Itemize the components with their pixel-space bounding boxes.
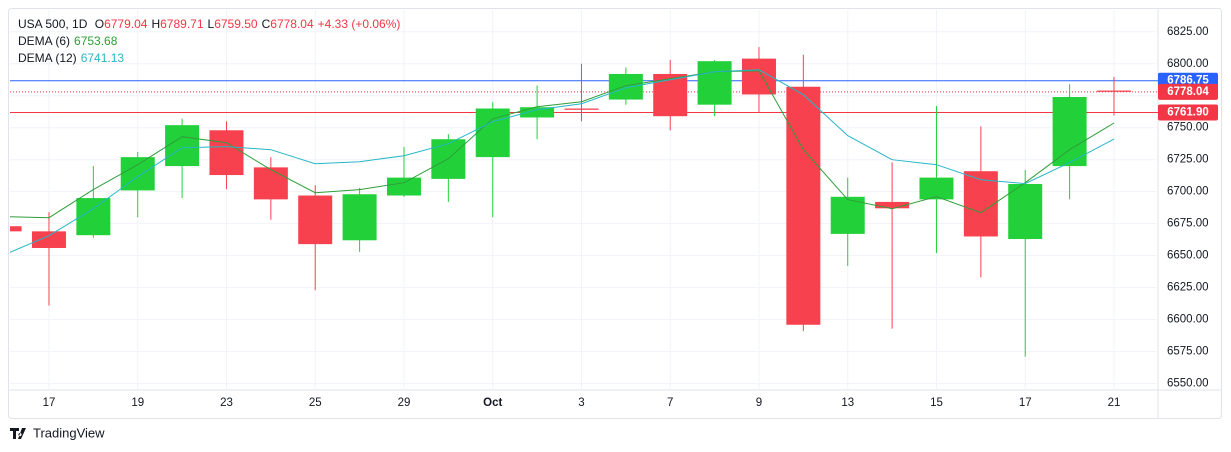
candle-body (697, 61, 732, 105)
candle-body (209, 130, 244, 176)
x-tick-label: 13 (841, 397, 854, 409)
candle-body (298, 195, 333, 245)
x-tick-label: 19 (131, 397, 144, 409)
ohlc-item: L6759.50 (208, 17, 258, 31)
x-tick-label: 25 (309, 397, 322, 409)
frame (8, 8, 1222, 419)
axes: 6550.00 6575.00 6600.00 6625.00 6650.00 6675.… (43, 26, 1218, 409)
ohlc-value: 6789.71 (160, 17, 204, 31)
candle-body (786, 86, 821, 325)
candle-body (1096, 90, 1131, 92)
y-tick-label: 6800.00 (1167, 58, 1209, 70)
ohlc-label: C (261, 17, 271, 31)
indicator-legend: DEMA (6) 6753.68 (18, 34, 121, 48)
ohlc-label: L (207, 17, 215, 31)
x-tick-label: 17 (1019, 397, 1032, 409)
brand: TradingView (10, 425, 105, 440)
y-tick-label: 6650.00 (1167, 250, 1209, 262)
x-tick-label: Oct (483, 397, 502, 409)
symbol-header: USA 500, 1D O6779.04 H6789.71 L6759.50 C677… (18, 17, 404, 31)
ohlc-label: H (151, 17, 161, 31)
y-tick-label: 6625.00 (1167, 282, 1209, 294)
ohlc-label: O (94, 17, 105, 31)
ohlc-value: 6759.50 (214, 17, 258, 31)
indicator-legend: DEMA (12) 6741.13 (18, 51, 128, 65)
candle-body (253, 167, 288, 200)
candle-body (608, 73, 643, 100)
x-tick-label: 17 (43, 397, 56, 409)
x-tick-label: 23 (220, 397, 233, 409)
candle-body (875, 201, 910, 209)
price-label: 6761.90 (1167, 107, 1209, 119)
ohlc-value: 6778.04 (270, 17, 314, 31)
x-tick-label: 9 (756, 397, 762, 409)
legend-name: DEMA (6) (18, 34, 71, 48)
candle-body (342, 194, 377, 241)
y-tick-label: 6750.00 (1167, 122, 1209, 134)
x-tick-label: 29 (398, 397, 411, 409)
indicator-line (10, 69, 1115, 253)
legend-value: 6753.68 (74, 34, 118, 48)
price-label-box (1158, 104, 1218, 121)
y-tick-label: 6700.00 (1167, 186, 1209, 198)
candle-body (564, 108, 599, 110)
legend-name: DEMA (12) (18, 51, 77, 65)
candle-body (10, 226, 22, 232)
candle-body (1052, 97, 1087, 167)
y-tick-label: 6600.00 (1167, 314, 1209, 326)
candle-body (165, 125, 200, 167)
y-tick-label: 6575.00 (1167, 346, 1209, 358)
y-tick-label: 6675.00 (1167, 218, 1209, 230)
candle-body (31, 231, 66, 248)
y-tick-label: 6725.00 (1167, 154, 1209, 166)
candle-body (520, 107, 555, 118)
candle-body (963, 171, 998, 237)
candle-body (76, 198, 111, 236)
x-tick-label: 7 (667, 397, 673, 409)
candle-body (1008, 184, 1043, 240)
candle-body (830, 196, 865, 234)
brand-name: TradingView (33, 425, 105, 440)
y-tick-label: 6825.00 (1167, 26, 1209, 38)
ohlc-item: O6779.04 (95, 17, 148, 31)
price-label: 6778.04 (1167, 86, 1209, 98)
y-tick-label: 6550.00 (1167, 378, 1209, 390)
legend-value: 6741.13 (80, 51, 125, 65)
candle-body (919, 177, 954, 200)
candle-body (386, 177, 421, 196)
price-label-box (1158, 83, 1218, 100)
plot-area (10, 47, 1158, 357)
brand-logo (10, 428, 26, 439)
symbol: USA 500, 1D (18, 17, 88, 31)
ohlc-item: C6778.04 (262, 17, 314, 31)
candle-body (475, 108, 510, 158)
indicator-line (10, 70, 1115, 219)
change: +4.33 (+0.06%) (317, 17, 401, 31)
x-tick-label: 21 (1108, 397, 1121, 409)
price-label: 6786.75 (1167, 75, 1209, 87)
ohlc-item: H6789.71 (151, 17, 203, 31)
candle-body (653, 73, 688, 117)
x-tick-label: 15 (930, 397, 943, 409)
ohlc-value: 6779.04 (104, 17, 148, 31)
x-tick-label: 3 (578, 397, 584, 409)
